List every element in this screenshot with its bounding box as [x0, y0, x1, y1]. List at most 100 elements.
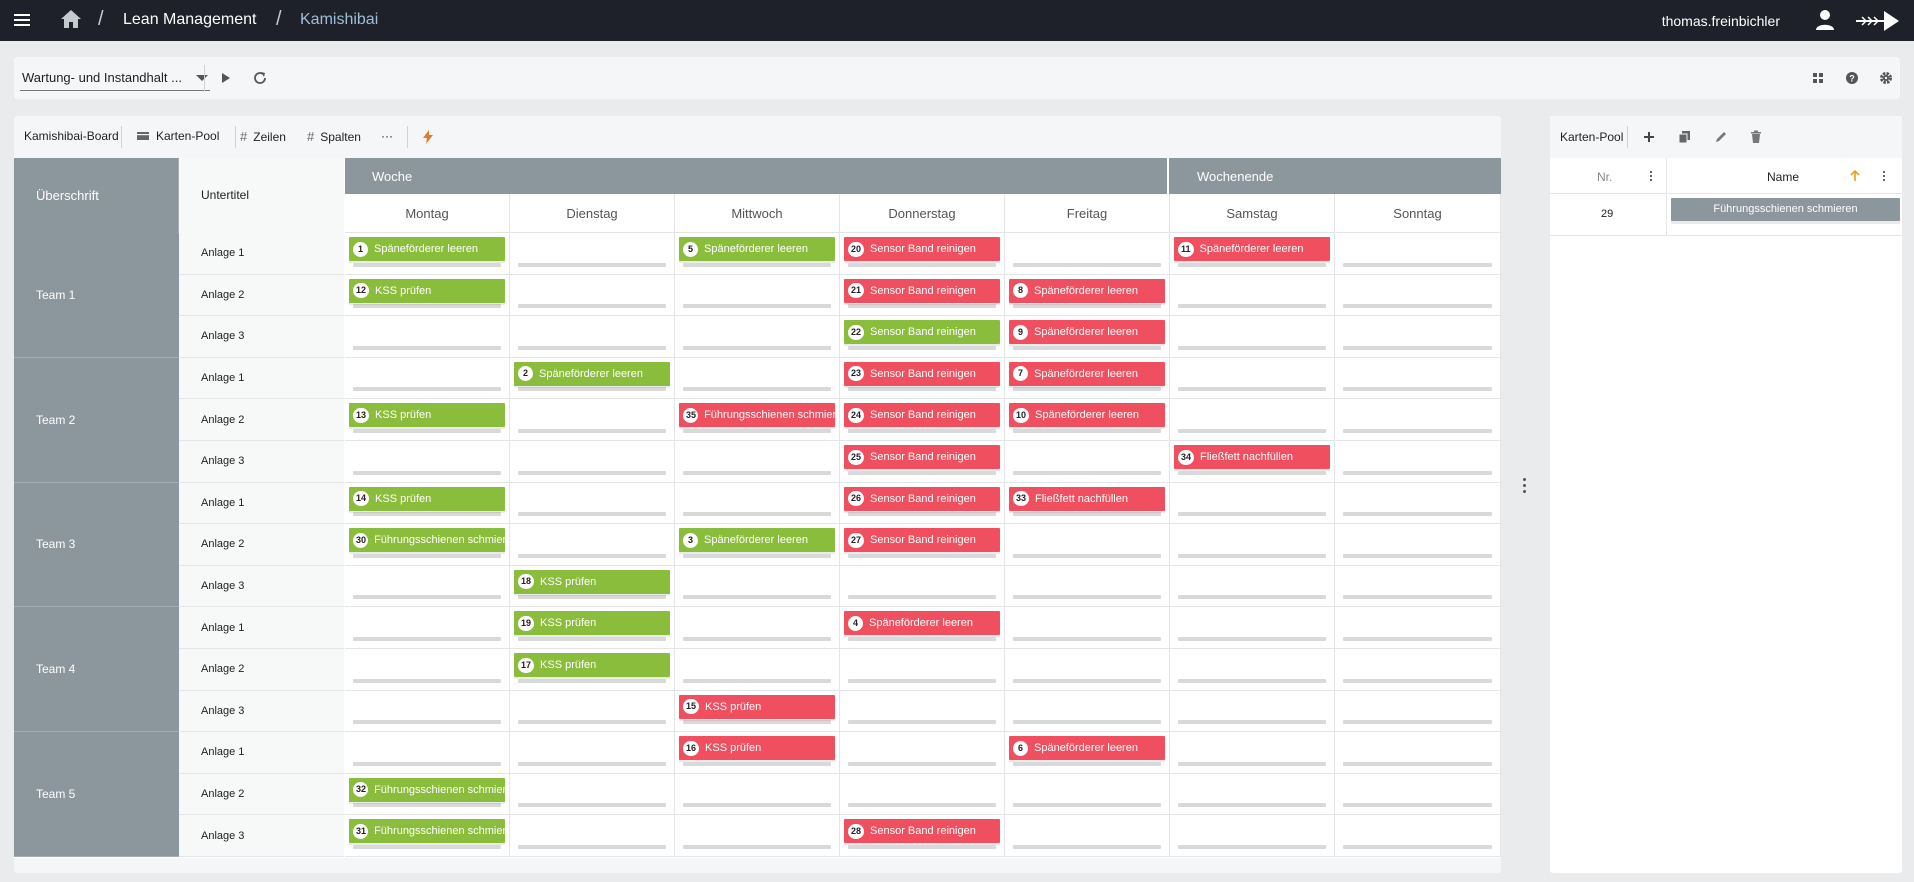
board-cell[interactable]	[675, 649, 840, 691]
board-cell[interactable]	[675, 441, 840, 483]
kamishibai-card[interactable]: 33 Fließfett nachfüllen	[1009, 486, 1165, 511]
board-cell[interactable]	[675, 607, 840, 649]
board-cell[interactable]	[345, 441, 510, 483]
board-cell[interactable]: 27 Sensor Band reinigen	[840, 524, 1005, 566]
kamishibai-card[interactable]: 7 Späneförderer leeren	[1009, 361, 1165, 386]
board-cell[interactable]	[1335, 357, 1501, 400]
kamishibai-card[interactable]: 6 Späneförderer leeren	[1009, 736, 1165, 761]
board-cell[interactable]	[1005, 607, 1170, 649]
column-menu-icon[interactable]	[1883, 171, 1885, 183]
board-cell[interactable]	[1005, 565, 1170, 608]
board-cell[interactable]	[1170, 773, 1335, 816]
board-cell[interactable]	[345, 607, 510, 649]
board-cell[interactable]	[675, 357, 840, 400]
sort-ascending-icon[interactable]	[1850, 170, 1860, 182]
board-cell[interactable]: 31 Führungsschienen schmieren	[345, 815, 510, 857]
board-cell[interactable]	[675, 773, 840, 816]
board-cell[interactable]	[510, 233, 675, 275]
board-cell[interactable]: 20 Sensor Band reinigen	[840, 233, 1005, 275]
refresh-icon[interactable]	[252, 70, 268, 86]
board-cell[interactable]: 24 Sensor Band reinigen	[840, 399, 1005, 441]
board-cell[interactable]	[510, 482, 675, 525]
board-cell[interactable]: 12 KSS prüfen	[345, 274, 510, 317]
kamishibai-card[interactable]: 4 Späneförderer leeren	[844, 611, 1000, 636]
board-cell[interactable]: 14 KSS prüfen	[345, 482, 510, 525]
board-cell[interactable]	[1335, 233, 1501, 275]
board-cell[interactable]	[510, 732, 675, 774]
board-cell[interactable]	[1005, 524, 1170, 566]
rows-button[interactable]: # Zeilen	[240, 129, 286, 144]
kamishibai-card[interactable]: 1 Späneförderer leeren	[349, 237, 505, 261]
board-cell[interactable]	[1005, 690, 1170, 733]
board-cell[interactable]: 7 Späneförderer leeren	[1005, 357, 1170, 400]
kamishibai-card[interactable]: 30 Führungsschienen schmieren	[349, 528, 505, 553]
board-cell[interactable]	[840, 565, 1005, 608]
panel-splitter-handle[interactable]	[1523, 478, 1527, 496]
kamishibai-card[interactable]: 26 Sensor Band reinigen	[844, 486, 1000, 511]
kamishibai-card[interactable]: 13 KSS prüfen	[349, 403, 505, 428]
kamishibai-card[interactable]: 34 Fließfett nachfüllen	[1174, 445, 1330, 469]
board-cell[interactable]: 21 Sensor Band reinigen	[840, 274, 1005, 317]
board-cell[interactable]	[1335, 316, 1501, 358]
kamishibai-card[interactable]: 31 Führungsschienen schmieren	[349, 819, 505, 844]
board-cell[interactable]: 8 Späneförderer leeren	[1005, 274, 1170, 317]
board-cell[interactable]: 35 Führungsschienen schmieren	[675, 399, 840, 441]
board-cell[interactable]	[1335, 399, 1501, 441]
board-cell[interactable]: 26 Sensor Band reinigen	[840, 482, 1005, 525]
board-cell[interactable]	[510, 441, 675, 483]
board-cell[interactable]	[1170, 607, 1335, 649]
board-cell[interactable]	[1005, 649, 1170, 691]
board-cell[interactable]	[345, 565, 510, 608]
board-select[interactable]: Wartung- und Instandhalt ...	[20, 65, 210, 91]
board-cell[interactable]	[510, 773, 675, 816]
kamishibai-card[interactable]: 14 KSS prüfen	[349, 486, 505, 511]
kamishibai-card[interactable]: 20 Sensor Band reinigen	[844, 237, 1000, 261]
board-cell[interactable]: 15 KSS prüfen	[675, 690, 840, 733]
board-cell[interactable]	[1170, 399, 1335, 441]
delete-icon[interactable]	[1750, 130, 1762, 144]
kamishibai-card[interactable]: 2 Späneförderer leeren	[514, 361, 670, 386]
board-cell[interactable]: 17 KSS prüfen	[510, 649, 675, 691]
board-cell[interactable]: 3 Späneförderer leeren	[675, 524, 840, 566]
board-cell[interactable]: 23 Sensor Band reinigen	[840, 357, 1005, 400]
board-cell[interactable]: 6 Späneförderer leeren	[1005, 732, 1170, 774]
edit-icon[interactable]	[1714, 130, 1728, 144]
board-cell[interactable]: 9 Späneförderer leeren	[1005, 316, 1170, 358]
kamishibai-card[interactable]: 32 Führungsschienen schmieren	[349, 777, 505, 802]
pool-column-name[interactable]: Name	[1668, 158, 1902, 194]
kamishibai-card[interactable]: 9 Späneförderer leeren	[1009, 320, 1165, 345]
play-icon[interactable]	[218, 70, 234, 86]
kamishibai-card[interactable]: 22 Sensor Band reinigen	[844, 320, 1000, 345]
kamishibai-card[interactable]: 23 Sensor Band reinigen	[844, 361, 1000, 386]
kamishibai-card[interactable]: 17 KSS prüfen	[514, 653, 670, 677]
board-cell[interactable]	[1335, 607, 1501, 649]
board-cell[interactable]	[1335, 649, 1501, 691]
board-cell[interactable]: 2 Späneförderer leeren	[510, 357, 675, 400]
board-cell[interactable]	[510, 274, 675, 317]
lightning-icon[interactable]	[422, 130, 434, 144]
board-cell[interactable]: 13 KSS prüfen	[345, 399, 510, 441]
grid-view-icon[interactable]	[1810, 70, 1826, 86]
home-icon[interactable]	[60, 9, 82, 29]
board-cell[interactable]	[510, 399, 675, 441]
kamishibai-card[interactable]: 35 Führungsschienen schmieren	[679, 403, 835, 428]
board-cell[interactable]: 1 Späneförderer leeren	[345, 233, 510, 275]
board-cell[interactable]	[675, 565, 840, 608]
copy-icon[interactable]	[1678, 130, 1692, 144]
board-cell[interactable]: 5 Späneförderer leeren	[675, 233, 840, 275]
board-cell[interactable]	[1170, 357, 1335, 400]
kamishibai-card[interactable]: 21 Sensor Band reinigen	[844, 278, 1000, 303]
pool-card[interactable]: Führungsschienen schmieren	[1671, 198, 1900, 221]
board-cell[interactable]	[1170, 524, 1335, 566]
board-cell[interactable]	[1335, 274, 1501, 317]
board-cell[interactable]	[1335, 690, 1501, 733]
pool-column-nr[interactable]: Nr.	[1550, 158, 1667, 194]
board-cell[interactable]: 4 Späneförderer leeren	[840, 607, 1005, 649]
board-cell[interactable]: 34 Fließfett nachfüllen	[1170, 441, 1335, 483]
breadcrumb-lean-management[interactable]: Lean Management	[123, 11, 257, 28]
board-cell[interactable]: 28 Sensor Band reinigen	[840, 815, 1005, 857]
tab-kamishibai-board[interactable]: Kamishibai-Board	[24, 129, 119, 143]
board-cell[interactable]: 10 Späneförderer leeren	[1005, 399, 1170, 441]
kamishibai-card[interactable]: 28 Sensor Band reinigen	[844, 819, 1000, 844]
board-cell[interactable]	[510, 690, 675, 733]
